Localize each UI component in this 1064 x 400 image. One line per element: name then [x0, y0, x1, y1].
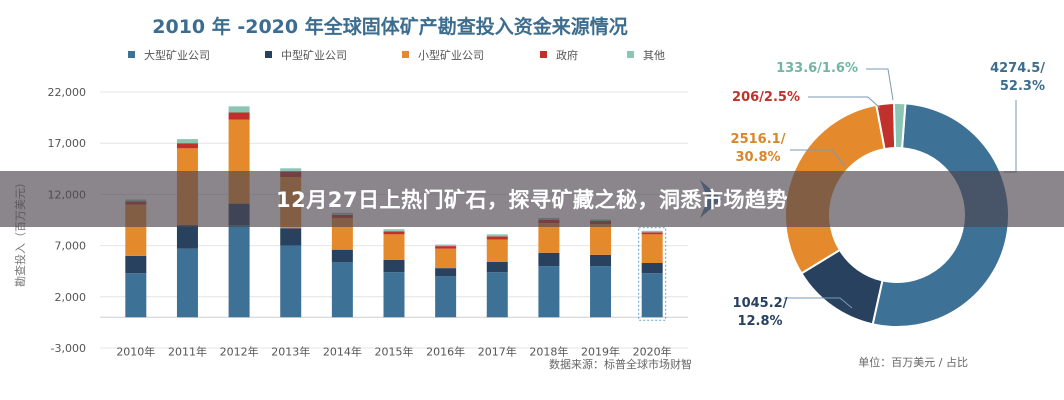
bar-segment [280, 245, 302, 318]
bar-segment [435, 268, 457, 277]
legend-label: 大型矿业公司 [144, 48, 210, 62]
highlight-box [638, 227, 667, 321]
bar-segment [486, 236, 508, 240]
bar-segment [641, 263, 663, 274]
legend-swatch [128, 51, 135, 58]
y-tick-label: 22,000 [48, 86, 87, 99]
bar-segment [538, 223, 560, 253]
bar-segment [641, 273, 663, 318]
donut-label-line: 133.6/1.6% [776, 61, 858, 76]
legend: 大型矿业公司 中型矿业公司 小型矿业公司 政府 其他 [128, 48, 665, 62]
x-tick-label: 2017年 [478, 344, 517, 358]
donut-label-line: 206/2.5% [732, 90, 800, 105]
bar-segment [435, 246, 457, 249]
leader-line [790, 149, 846, 167]
donut-label-line: 52.3% [1000, 79, 1045, 94]
donut-label-line: 12.8% [737, 314, 782, 329]
y-tick-label: -3,000 [51, 342, 86, 355]
donut-label-line: 4274.5/ [990, 61, 1045, 76]
bar-segment [176, 143, 198, 149]
bar-segment [176, 225, 198, 249]
leader-line [1004, 100, 1017, 173]
bar-segment [280, 168, 302, 172]
bar-segment [125, 255, 147, 274]
x-tick-label: 2013年 [271, 344, 310, 358]
x-tick-label: 2010年 [116, 344, 155, 358]
x-tick-label: 2019年 [581, 344, 620, 358]
bar-segment [641, 230, 663, 233]
bar-segment [125, 273, 147, 318]
bar-segment [590, 224, 612, 255]
legend-swatch [402, 51, 409, 58]
donut-label: 206/2.5% [732, 90, 800, 105]
leader-line [866, 68, 894, 101]
x-tick-label: 2012年 [220, 344, 259, 358]
bar-segment [590, 254, 612, 267]
bar-segment [383, 231, 405, 235]
bar-segment [228, 106, 250, 113]
bar-segment [486, 261, 508, 273]
donut-label-line: 2516.1/ [731, 132, 786, 147]
bar-segment [641, 234, 663, 264]
donut-label: 4274.5/52.3% [990, 61, 1045, 94]
leader-line [784, 297, 853, 309]
donut-label: 2516.1/30.8% [731, 132, 786, 165]
x-tick-label: 2011年 [168, 344, 207, 358]
unit-note: 单位：百万美元 / 占比 [858, 355, 968, 369]
x-tick-label: 2018年 [529, 344, 568, 358]
leader-line [808, 96, 881, 109]
bar-segment [383, 259, 405, 273]
bar-segment [590, 266, 612, 318]
bar-segment [176, 248, 198, 318]
bar-segment [280, 228, 302, 246]
donut-label: 133.6/1.6% [776, 61, 858, 76]
bar-segment [176, 139, 198, 144]
legend-swatch [265, 51, 272, 58]
donut-label: 1045.2/12.8% [733, 296, 788, 329]
bar-segment [486, 272, 508, 318]
bar-segment [331, 249, 353, 262]
title-banner: 12月27日上热门矿石，探寻矿藏之秘，洞悉市场趋势 [0, 171, 1064, 227]
bar-segment [331, 261, 353, 318]
chart-title: 2010 年 -2020 年全球固体矿产勘查投入资金来源情况 [152, 15, 628, 38]
bar-segment [435, 244, 457, 247]
source-note: 数据来源：标普全球市场财智 [549, 357, 692, 371]
bar-segment [641, 232, 663, 235]
bar-segment [486, 234, 508, 237]
y-tick-label: 17,000 [48, 137, 87, 150]
bar-segment [383, 272, 405, 318]
x-tick-label: 2015年 [375, 344, 414, 358]
bar-segment [383, 229, 405, 232]
legend-label: 其他 [643, 49, 665, 62]
bar-segment [383, 234, 405, 260]
y-tick-label: 7,000 [55, 240, 87, 253]
bar-segment [435, 248, 457, 269]
donut-labels: 4274.5/52.3% 1045.2/12.8% 2516.1/30.8% 206/… [731, 61, 1046, 329]
donut-label-line: 1045.2/ [733, 296, 788, 311]
x-tick-label: 2014年 [323, 344, 362, 358]
bar-segment [538, 266, 560, 318]
bar-segment [538, 252, 560, 267]
bar-segment [486, 239, 508, 262]
legend-swatch [540, 51, 547, 58]
legend-label: 中型矿业公司 [281, 48, 347, 62]
donut-slice [892, 102, 907, 150]
x-tick-label: 2016年 [426, 344, 465, 358]
y-tick-label: 2,000 [55, 291, 87, 304]
bar-segment [228, 225, 250, 318]
legend-swatch [627, 51, 634, 58]
x-tick-label: 2020年 [633, 344, 672, 358]
legend-label: 小型矿业公司 [418, 48, 484, 62]
legend-label: 政府 [556, 48, 578, 62]
bar-segment [435, 276, 457, 318]
bar-segment [228, 112, 250, 120]
x-axis: 2010年 2011年 2012年 2013年 2014年 2015年 2016年 2017年… [116, 344, 671, 358]
donut-label-line: 30.8% [735, 150, 780, 165]
banner-title: 12月27日上热门矿石，探寻矿藏之秘，洞悉市场趋势 [276, 188, 788, 212]
